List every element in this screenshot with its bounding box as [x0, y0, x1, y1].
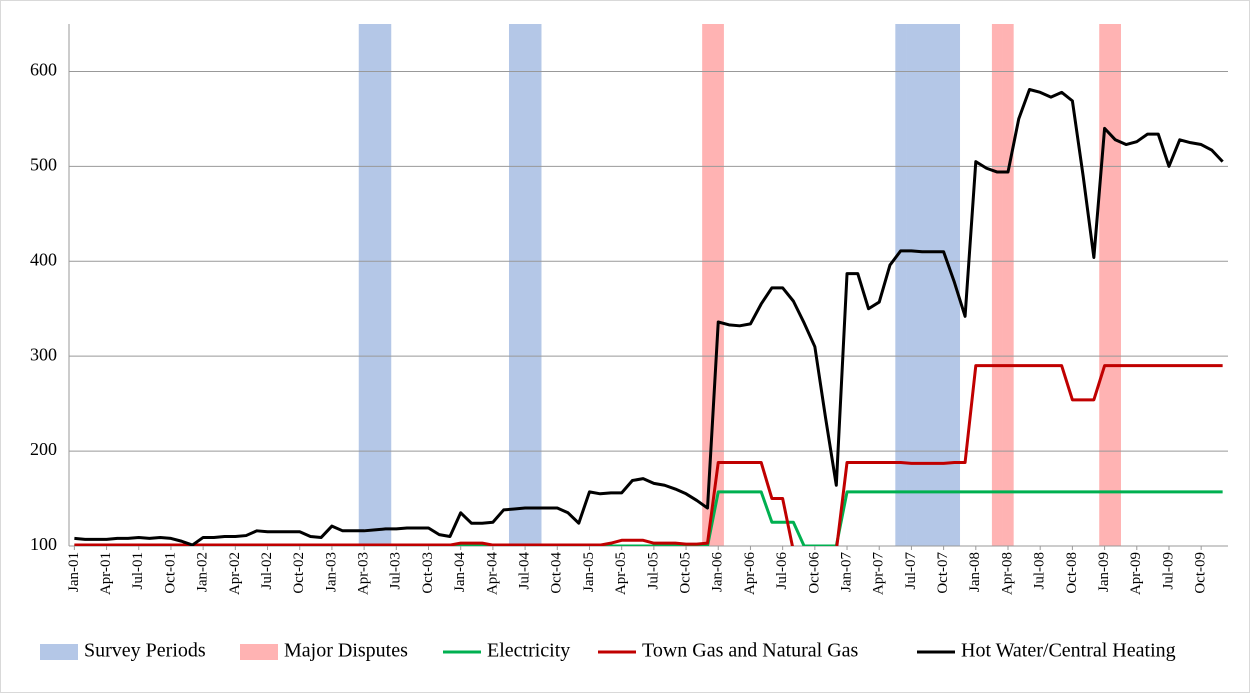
x-tick-label: Jan-09 — [1096, 552, 1112, 592]
period-band — [906, 24, 918, 546]
legend-label: Hot Water/Central Heating — [961, 640, 1176, 662]
period-band — [358, 24, 370, 546]
period-band — [530, 24, 542, 546]
lines — [74, 87, 1224, 546]
x-tick-label: Jul-05 — [645, 552, 661, 590]
period-band — [712, 24, 724, 546]
labels: 100 200 300 400 500 600 Jan-01 Apr-01 Jul-01 Oct-… — [30, 60, 1209, 662]
x-tick-label: Oct-05 — [677, 552, 693, 594]
x-tick-label: Oct-07 — [935, 552, 951, 594]
x-tick-label: Jan-08 — [967, 552, 983, 592]
x-tick-label: Jan-03 — [323, 552, 339, 592]
y-tick-label: 600 — [30, 60, 57, 80]
legend-swatch — [240, 644, 278, 660]
x-tick-label: Jan-07 — [838, 552, 854, 592]
y-tick-label: 300 — [30, 344, 57, 364]
period-band — [938, 24, 950, 546]
x-tick-label: Jul-03 — [388, 552, 404, 590]
x-tick-label: Apr-06 — [742, 552, 758, 596]
x-tick-label: Jan-01 — [66, 552, 82, 592]
x-tick-label: Jan-02 — [195, 552, 211, 592]
period-band — [380, 24, 392, 546]
x-tick-label: Apr-02 — [227, 552, 243, 595]
period-band — [1099, 24, 1111, 546]
y-tick-label: 200 — [30, 439, 57, 459]
x-tick-label: Jan-05 — [581, 552, 597, 592]
x-tick-label: Jul-04 — [517, 552, 533, 590]
period-band — [895, 24, 907, 546]
x-tick-label: Apr-03 — [356, 552, 372, 595]
period-band — [1002, 24, 1014, 546]
period-band — [1109, 24, 1121, 546]
period-band — [519, 24, 531, 546]
x-tick-label: Oct-08 — [1064, 552, 1080, 594]
legend-swatch — [40, 644, 78, 660]
x-tick-label: Jul-08 — [1032, 552, 1048, 590]
legend-label: Survey Periods — [84, 640, 206, 662]
period-band — [916, 24, 928, 546]
y-tick-label: 400 — [30, 249, 57, 269]
data-line — [74, 87, 1224, 546]
bands — [358, 24, 1121, 546]
x-tick-label: Apr-05 — [613, 552, 629, 595]
legend-label: Town Gas and Natural Gas — [642, 640, 859, 662]
x-tick-label: Oct-06 — [806, 552, 822, 594]
x-tick-label: Jul-01 — [130, 552, 146, 590]
x-tick-label: Jan-06 — [710, 552, 726, 592]
data-line — [74, 490, 1223, 546]
x-tick-label: Jul-07 — [903, 552, 919, 590]
x-tick-label: Jul-02 — [259, 552, 275, 590]
legend-label: Electricity — [487, 640, 570, 662]
x-tick-label: Oct-09 — [1193, 552, 1209, 594]
x-tick-label: Jul-09 — [1160, 552, 1176, 590]
period-band — [702, 24, 714, 546]
x-tick-label: Oct-04 — [549, 552, 565, 594]
x-tick-label: Jul-06 — [774, 552, 790, 590]
period-band — [369, 24, 381, 546]
x-tick-label: Jan-04 — [452, 552, 468, 592]
x-tick-label: Apr-07 — [871, 552, 887, 596]
period-band — [991, 24, 1003, 546]
x-tick-label: Oct-01 — [162, 552, 178, 594]
x-tick-label: Apr-09 — [1128, 552, 1144, 595]
period-band — [927, 24, 939, 546]
legend-label: Major Disputes — [284, 640, 408, 662]
x-tick-label: Oct-03 — [420, 552, 436, 594]
x-tick-label: Apr-08 — [999, 552, 1015, 595]
x-tick-label: Apr-01 — [98, 552, 114, 595]
x-tick-label: Oct-02 — [291, 552, 307, 594]
period-band — [508, 24, 521, 546]
x-tick-label: Apr-04 — [484, 552, 500, 596]
y-tick-label: 100 — [30, 534, 57, 554]
y-tick-label: 500 — [30, 154, 57, 174]
